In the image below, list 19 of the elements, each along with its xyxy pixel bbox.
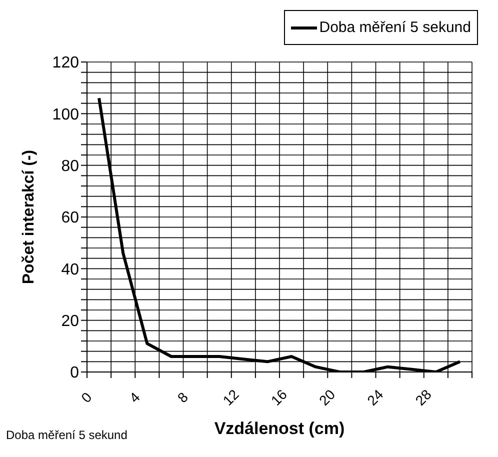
x-axis-title: Vzdálenost (cm) [214, 419, 345, 438]
y-tick-label: 0 [70, 364, 80, 382]
text: Doba měření 5 sekund [6, 428, 128, 442]
y-tick-label: 120 [52, 54, 80, 72]
y-tick-label: 40 [61, 261, 80, 278]
x-tick-label: 20 [316, 386, 338, 408]
x-tick-label: 28 [412, 386, 434, 408]
y-axis-title: Počet interakcí (-) [20, 150, 38, 284]
x-tick-label: 4 [126, 388, 143, 406]
legend-label: Doba měření 5 sekund [319, 19, 471, 36]
x-tick-label: 16 [268, 386, 290, 408]
x-tick-label: 12 [220, 386, 242, 408]
x-tick-label: 0 [78, 388, 95, 406]
y-tick-label: 80 [61, 158, 80, 176]
x-tick-label: 8 [174, 388, 192, 406]
y-tick-label: 60 [61, 210, 80, 227]
y-tick-label: 20 [61, 313, 80, 330]
x-tick-label: 24 [364, 386, 386, 408]
y-tick-label: 100 [52, 106, 80, 124]
